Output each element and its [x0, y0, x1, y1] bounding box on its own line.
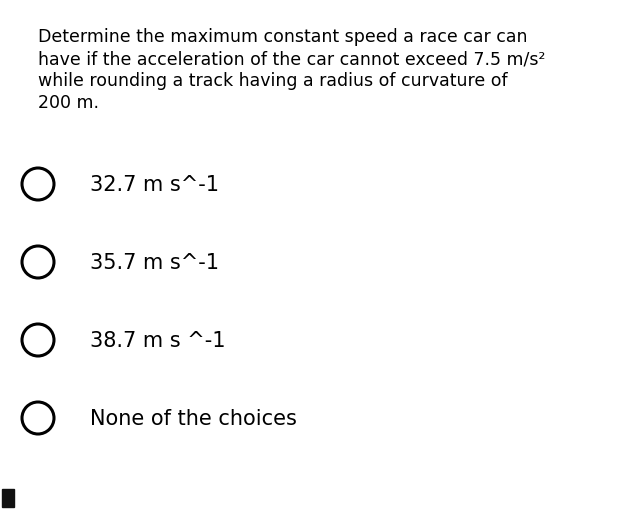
Text: while rounding a track having a radius of curvature of: while rounding a track having a radius o… [38, 72, 508, 90]
Bar [2, 489, 14, 507]
Text: 35.7 m s^-1: 35.7 m s^-1 [90, 252, 219, 272]
Text: have if the acceleration of the car cannot exceed 7.5 m/s²: have if the acceleration of the car cann… [38, 50, 545, 68]
Text: Determine the maximum constant speed a race car can: Determine the maximum constant speed a r… [38, 28, 527, 46]
Text: 38.7 m s ^-1: 38.7 m s ^-1 [90, 330, 226, 350]
Text: None of the choices: None of the choices [90, 408, 297, 428]
Text: 200 m.: 200 m. [38, 94, 99, 112]
Text: 32.7 m s^-1: 32.7 m s^-1 [90, 175, 219, 194]
